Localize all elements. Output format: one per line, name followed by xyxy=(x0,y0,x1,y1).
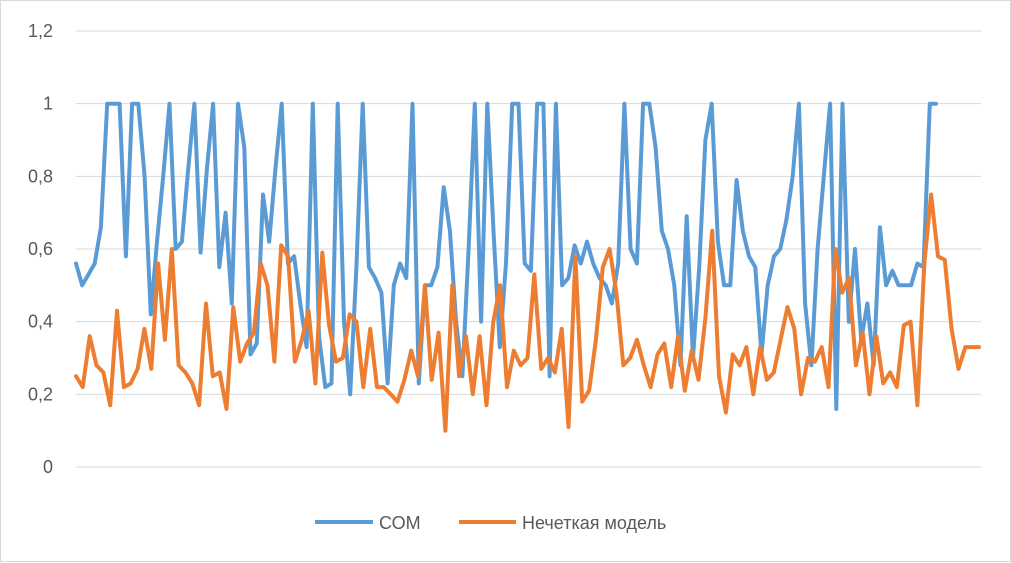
y-tick-label: 0 xyxy=(43,457,53,477)
y-tick-label: 0,4 xyxy=(28,312,53,332)
series-line-2 xyxy=(74,192,981,433)
y-tick-label: 0,6 xyxy=(28,239,53,259)
y-axis-ticks: 0 0,2 0,4 0,6 0,8 1 1,2 xyxy=(28,21,53,477)
y-tick-label: 0,2 xyxy=(28,384,53,404)
y-tick-label: 1,2 xyxy=(28,21,53,41)
y-tick-label: 0,8 xyxy=(28,166,53,186)
series-lines xyxy=(74,101,981,433)
legend: СОМ Нечеткая модель xyxy=(315,513,666,533)
legend-label-1: СОМ xyxy=(379,513,421,533)
legend-label-2: Нечеткая модель xyxy=(522,513,666,533)
y-tick-label: 1 xyxy=(43,94,53,114)
series-line-1 xyxy=(74,101,938,411)
